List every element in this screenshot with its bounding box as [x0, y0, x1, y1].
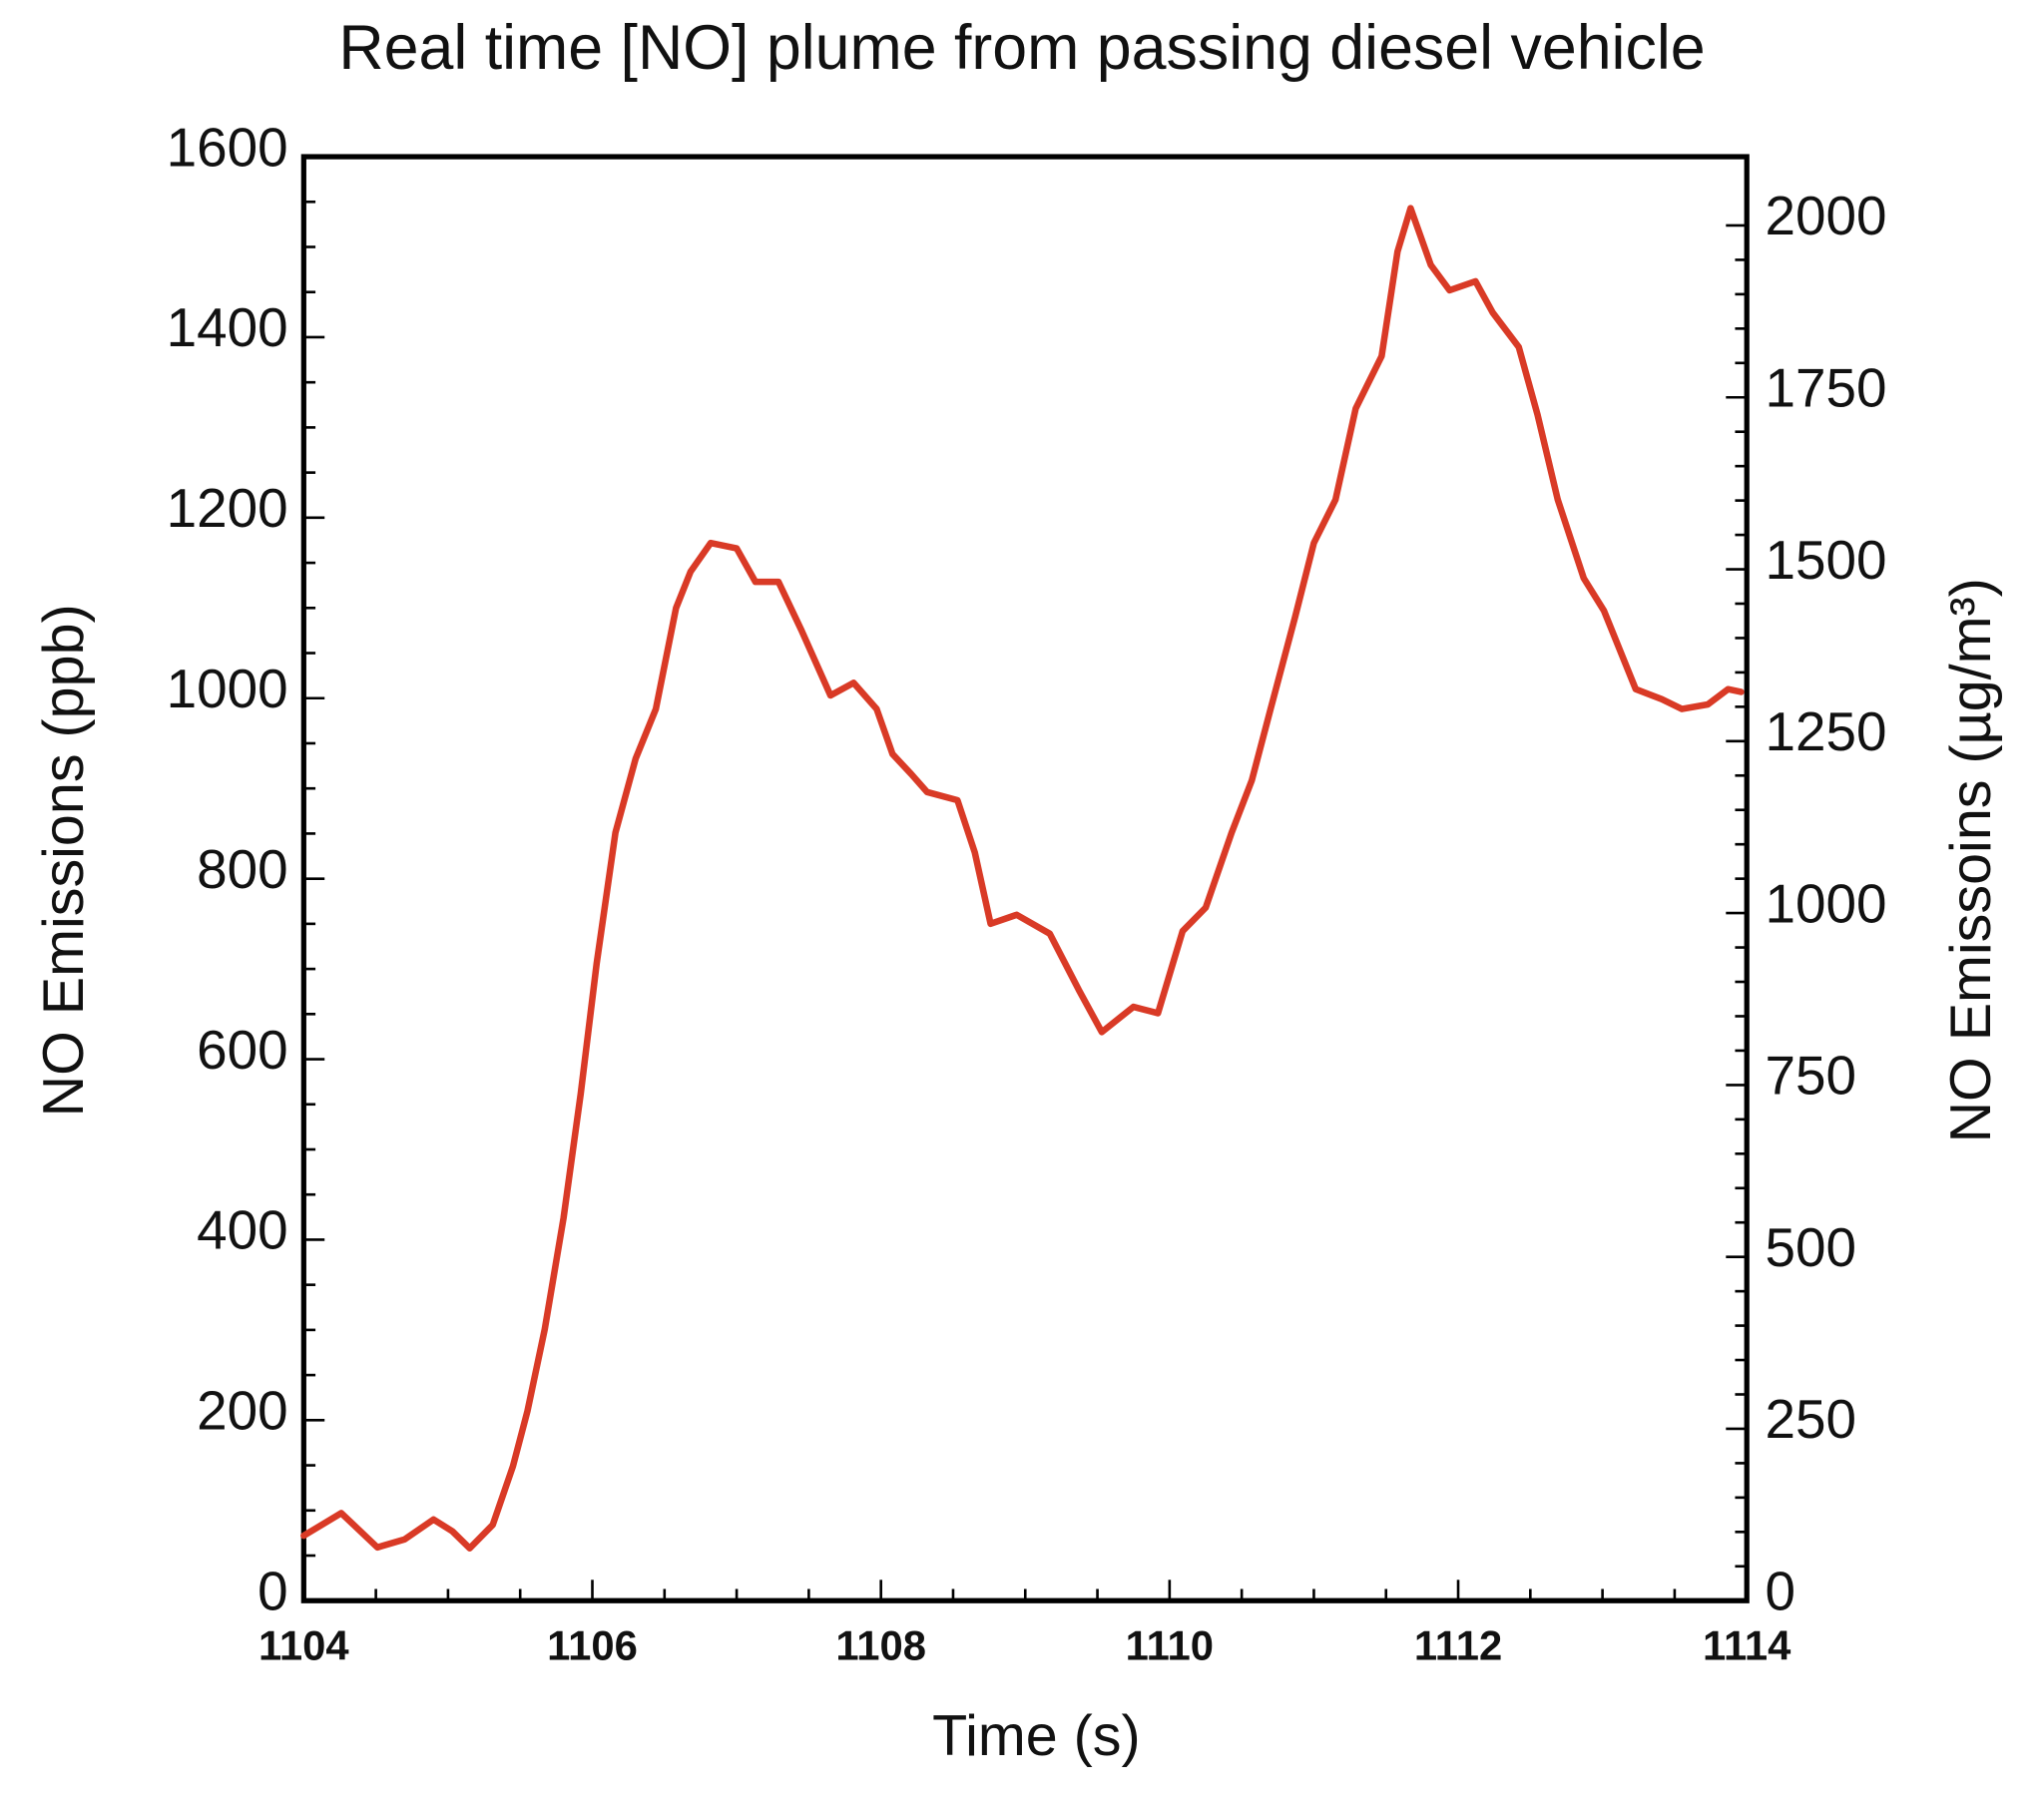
- y2-tick-label: 250: [1765, 1388, 1856, 1450]
- y2-tick-label: 0: [1765, 1560, 1795, 1621]
- y-tick-label: 1200: [167, 477, 288, 539]
- data-line: [300, 205, 1745, 1552]
- y-tick-label: 200: [197, 1380, 288, 1442]
- y-tick-label: 600: [197, 1019, 288, 1081]
- y-axis-label: NO Emissions (ppb): [32, 604, 96, 1117]
- y2-tick-label: 1500: [1765, 529, 1886, 591]
- chart-title: Real time [NO] plume from passing diesel…: [338, 13, 1705, 83]
- plot-frame: [300, 154, 1750, 1603]
- y2-tick-label: 2000: [1765, 185, 1886, 246]
- y-tick-label: 1600: [167, 116, 288, 178]
- y2-tick-label: 1750: [1765, 357, 1886, 419]
- y2-tick-label: 1250: [1765, 700, 1886, 762]
- x-tick-label: 1114: [1703, 1622, 1791, 1669]
- y2-tick-label: 750: [1765, 1045, 1856, 1107]
- y-tick-label: 400: [197, 1199, 288, 1261]
- x-tick-label: 1106: [547, 1622, 638, 1669]
- y-tick-label: 1000: [167, 658, 288, 719]
- y-tick-label: 1400: [167, 296, 288, 358]
- x-tick-label: 1112: [1414, 1622, 1502, 1669]
- x-tick-label: 1110: [1126, 1622, 1214, 1669]
- y-tick-label: 0: [257, 1560, 288, 1621]
- x-axis-label: Time (s): [932, 1704, 1140, 1768]
- y2-axis-label: NO Emissoins (µg/m³): [1939, 578, 2003, 1142]
- x-tick-label: 1108: [835, 1622, 926, 1669]
- y2-tick-label: 500: [1765, 1216, 1856, 1278]
- x-tick-label: 1104: [258, 1622, 349, 1669]
- y-tick-label: 800: [197, 838, 288, 900]
- y2-tick-label: 1000: [1765, 872, 1886, 934]
